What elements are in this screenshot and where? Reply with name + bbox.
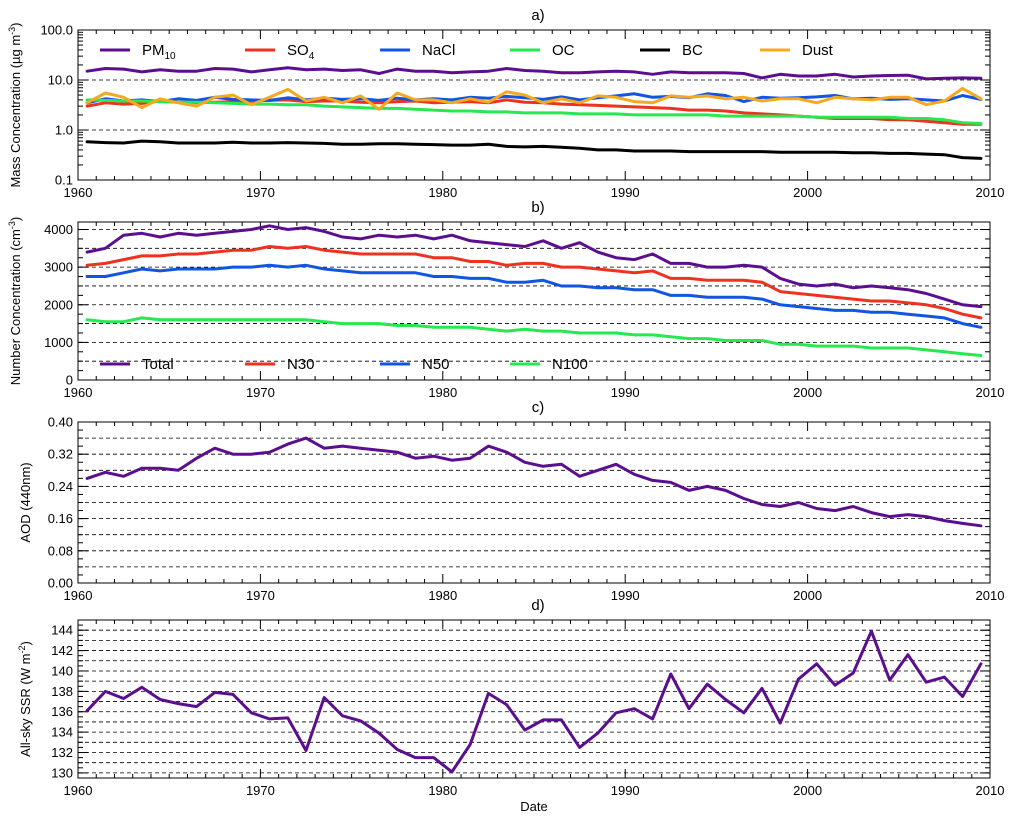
panel-ssr: 144 142 140 138 136 134 132 130 1960 1970 1980 1990… (51, 597, 1004, 814)
y-tick-label: 0.1 (55, 173, 73, 188)
legend-label: Total (142, 356, 174, 373)
y-tick-label: 0.08 (48, 543, 73, 558)
y-tick-label: 4000 (44, 222, 73, 237)
plot-frame (77, 421, 991, 584)
x-tick-label: 2010 (976, 783, 1005, 798)
y-tick-label: 1.0 (55, 123, 73, 138)
y-tick-label: 10.0 (48, 73, 73, 88)
series-line-aod (85, 436, 983, 528)
x-tick-label: 1970 (246, 783, 275, 798)
y-tick-label: 0.24 (48, 479, 73, 494)
x-tick-label: 2010 (976, 588, 1005, 603)
y-tick-label: 0.32 (48, 447, 73, 462)
y-tick-label: 138 (51, 684, 73, 699)
x-tick-label: 2000 (793, 588, 822, 603)
x-tick-label: 1960 (64, 185, 93, 200)
x-tick-label: 2010 (976, 385, 1005, 400)
x-tick-label: 2010 (976, 185, 1005, 200)
y-tick-label: 3000 (44, 260, 73, 275)
legend-label: NaCl (422, 42, 455, 59)
y-tick-label: 0.16 (48, 511, 73, 526)
y-tick-label: 0 (66, 373, 73, 388)
y-tick-label: 0.00 (48, 576, 73, 591)
y-tick-label: 134 (51, 725, 73, 740)
legend-label: N50 (422, 356, 450, 373)
aod-ylabel: AOD (440nm) (18, 462, 33, 542)
plot-frame (77, 619, 991, 779)
x-tick-label: 1990 (611, 783, 640, 798)
x-tick-label: 1980 (428, 783, 457, 798)
x-tick-label: 1960 (64, 588, 93, 603)
series-line-bc (85, 139, 983, 160)
x-tick-label: 1970 (246, 588, 275, 603)
x-tick-label: 1960 (64, 385, 93, 400)
legend-label: Dust (802, 42, 834, 59)
series-line-oc (85, 98, 983, 125)
series-line-n50 (85, 263, 983, 329)
x-tick-label: 1990 (611, 588, 640, 603)
plot-frame (77, 221, 991, 381)
y-tick-label: 144 (51, 623, 73, 638)
legend-label: SO4 (287, 42, 315, 62)
panel-label: d) (531, 597, 544, 614)
x-tick-label: 1990 (611, 185, 640, 200)
series-line-n100 (85, 316, 983, 357)
y-tick-label: 100.0 (40, 23, 73, 38)
series-line-pm (85, 66, 983, 81)
series-line-dust (85, 86, 983, 111)
x-tick-label: 1970 (246, 185, 275, 200)
series-line-ssr (85, 629, 983, 774)
x-tick-label: 1970 (246, 385, 275, 400)
y-tick-label: 2000 (44, 297, 73, 312)
number-ylabel: Number Concentration (cm-3) (7, 217, 23, 385)
x-tick-label: 1990 (611, 385, 640, 400)
y-tick-label: 140 (51, 663, 73, 678)
x-axis-label: Date (520, 799, 547, 814)
legend-label: N100 (552, 356, 588, 373)
panel-label: c) (532, 399, 545, 416)
x-tick-label: 1980 (428, 385, 457, 400)
y-tick-label: 132 (51, 745, 73, 760)
y-tick-label: 136 (51, 704, 73, 719)
y-tick-label: 142 (51, 643, 73, 658)
x-tick-label: 1960 (64, 783, 93, 798)
y-tick-label: 0.40 (48, 415, 73, 430)
x-tick-label: 1980 (428, 588, 457, 603)
mass-ylabel: Mass Concentration (µg m-3) (7, 22, 23, 187)
y-tick-label: 130 (51, 765, 73, 780)
x-tick-label: 2000 (793, 185, 822, 200)
legend-label: PM10 (142, 42, 176, 62)
series-line-n30 (85, 245, 983, 320)
legend-label: BC (682, 42, 703, 59)
legend-label: N30 (287, 356, 315, 373)
x-tick-label: 2000 (793, 783, 822, 798)
panel-label: a) (531, 7, 544, 24)
y-tick-label: 1000 (44, 335, 73, 350)
x-tick-label: 1980 (428, 185, 457, 200)
series-line-total (85, 224, 983, 309)
plot-frame (77, 29, 991, 181)
x-tick-label: 2000 (793, 385, 822, 400)
panel-label: b) (531, 199, 544, 216)
legend-label: OC (552, 42, 575, 59)
ssr-ylabel: All-sky SSR (W m-2) (17, 641, 33, 757)
